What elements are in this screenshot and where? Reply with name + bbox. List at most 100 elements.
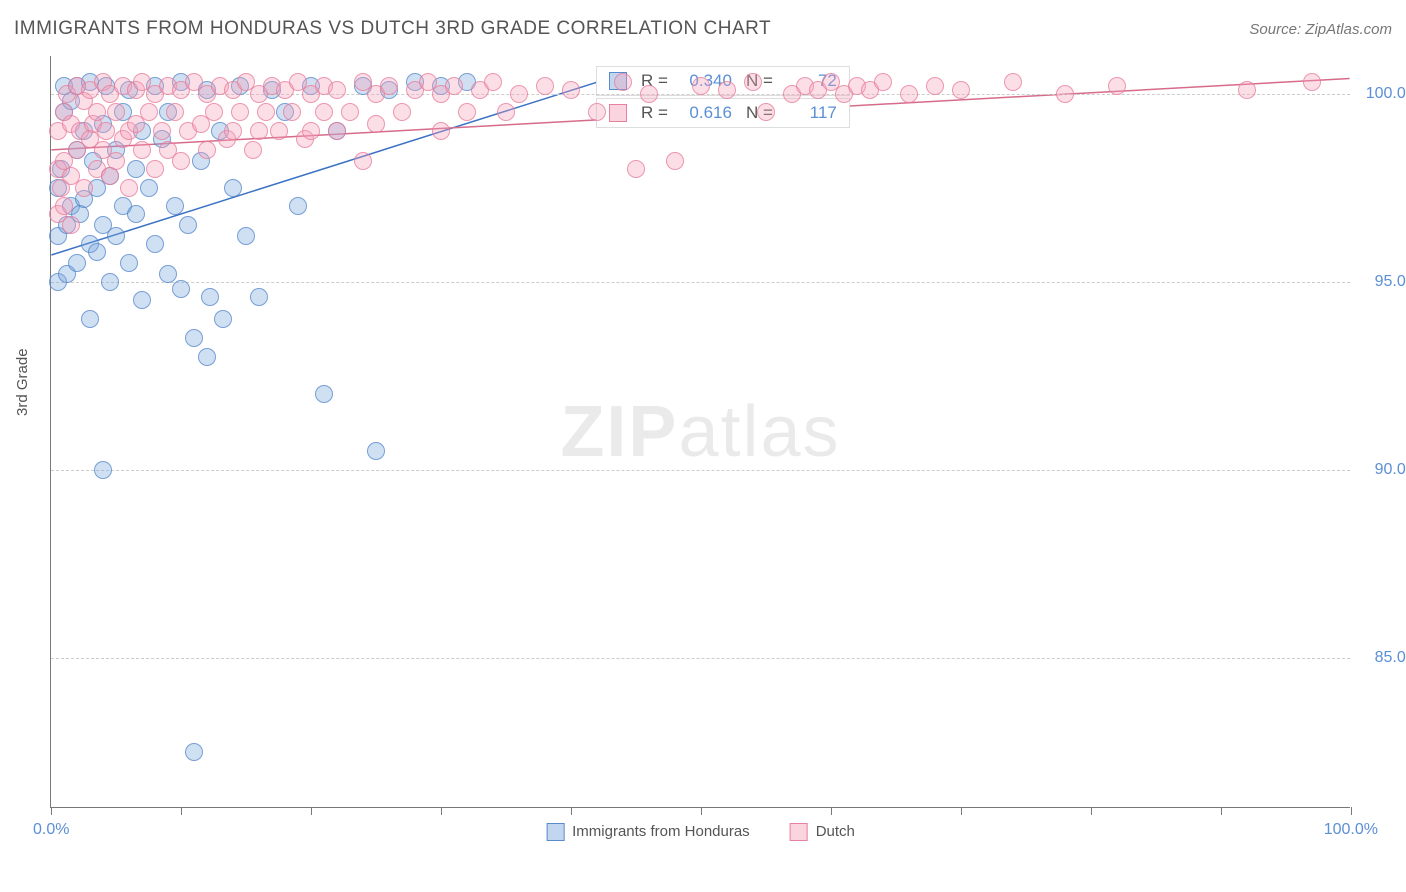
chart-legend: Immigrants from Honduras Dutch xyxy=(546,823,855,841)
scatter-point xyxy=(140,103,158,121)
x-tick xyxy=(831,807,832,815)
stat-r-label: R = xyxy=(641,103,668,123)
x-axis-label-left: 0.0% xyxy=(33,821,69,839)
source-attribution: Source: ZipAtlas.com xyxy=(1249,21,1392,38)
scatter-point xyxy=(68,254,86,272)
scatter-point xyxy=(484,73,502,91)
swatch-blue-icon xyxy=(546,823,564,841)
scatter-point xyxy=(354,152,372,170)
scatter-point xyxy=(744,73,762,91)
scatter-point xyxy=(380,77,398,95)
scatter-point xyxy=(140,179,158,197)
scatter-point xyxy=(201,288,219,306)
scatter-point xyxy=(562,81,580,99)
scatter-point xyxy=(614,73,632,91)
x-tick xyxy=(701,807,702,815)
source-link[interactable]: ZipAtlas.com xyxy=(1305,21,1392,38)
scatter-point xyxy=(536,77,554,95)
x-tick xyxy=(571,807,572,815)
legend-label: Dutch xyxy=(816,823,855,840)
scatter-point xyxy=(627,160,645,178)
scatter-point xyxy=(367,442,385,460)
x-axis-label-right: 100.0% xyxy=(1324,821,1378,839)
x-tick xyxy=(51,807,52,815)
scatter-point xyxy=(1056,85,1074,103)
source-label: Source: xyxy=(1249,21,1301,38)
header-row: IMMIGRANTS FROM HONDURAS VS DUTCH 3RD GR… xyxy=(14,18,1392,40)
gridline-h xyxy=(51,282,1350,283)
scatter-point xyxy=(88,243,106,261)
y-axis-title: 3rd Grade xyxy=(14,348,31,416)
scatter-point xyxy=(153,122,171,140)
scatter-point xyxy=(133,291,151,309)
scatter-point xyxy=(185,329,203,347)
scatter-point xyxy=(166,103,184,121)
trend-lines-layer xyxy=(51,56,1350,807)
scatter-point xyxy=(315,385,333,403)
scatter-point xyxy=(250,288,268,306)
scatter-point xyxy=(185,743,203,761)
gridline-h xyxy=(51,470,1350,471)
scatter-point xyxy=(224,179,242,197)
scatter-point xyxy=(159,265,177,283)
x-tick xyxy=(311,807,312,815)
legend-item-dutch: Dutch xyxy=(790,823,855,841)
x-tick xyxy=(181,807,182,815)
scatter-point xyxy=(214,310,232,328)
scatter-point xyxy=(166,197,184,215)
scatter-point xyxy=(97,122,115,140)
scatter-point xyxy=(367,115,385,133)
scatter-point xyxy=(107,152,125,170)
scatter-point xyxy=(757,103,775,121)
scatter-point xyxy=(62,216,80,234)
scatter-point xyxy=(127,205,145,223)
chart-title: IMMIGRANTS FROM HONDURAS VS DUTCH 3RD GR… xyxy=(14,18,771,40)
scatter-point xyxy=(231,103,249,121)
scatter-point xyxy=(172,280,190,298)
scatter-point xyxy=(302,122,320,140)
scatter-point xyxy=(341,103,359,121)
scatter-point xyxy=(445,77,463,95)
scatter-point xyxy=(127,160,145,178)
scatter-point xyxy=(874,73,892,91)
x-tick xyxy=(1091,807,1092,815)
legend-label: Immigrants from Honduras xyxy=(572,823,750,840)
scatter-point xyxy=(283,103,301,121)
x-tick xyxy=(441,807,442,815)
scatter-point xyxy=(432,122,450,140)
y-tick-label: 95.0% xyxy=(1360,273,1406,291)
x-tick xyxy=(1351,807,1352,815)
scatter-point xyxy=(88,103,106,121)
scatter-point xyxy=(146,235,164,253)
scatter-point xyxy=(718,81,736,99)
scatter-point xyxy=(270,122,288,140)
scatter-point xyxy=(692,77,710,95)
scatter-point xyxy=(172,152,190,170)
x-tick xyxy=(961,807,962,815)
scatter-point xyxy=(120,254,138,272)
scatter-point xyxy=(55,197,73,215)
scatter-point xyxy=(328,81,346,99)
scatter-point xyxy=(250,122,268,140)
scatter-point xyxy=(588,103,606,121)
scatter-point xyxy=(237,227,255,245)
scatter-point xyxy=(952,81,970,99)
scatter-point xyxy=(666,152,684,170)
scatter-point xyxy=(107,103,125,121)
swatch-pink-icon xyxy=(609,104,627,122)
scatter-point xyxy=(1303,73,1321,91)
scatter-point xyxy=(179,216,197,234)
scatter-point xyxy=(244,141,262,159)
scatter-point xyxy=(640,85,658,103)
scatter-point xyxy=(205,103,223,121)
stat-box-dutch: R = 0.616 N = 117 xyxy=(596,98,850,128)
scatter-point xyxy=(315,103,333,121)
scatter-point xyxy=(107,227,125,245)
scatter-point xyxy=(133,141,151,159)
stat-r-value: 0.616 xyxy=(682,103,732,123)
scatter-point xyxy=(497,103,515,121)
scatter-point xyxy=(510,85,528,103)
stat-n-value: 117 xyxy=(787,103,837,123)
gridline-h xyxy=(51,658,1350,659)
scatter-point xyxy=(146,160,164,178)
